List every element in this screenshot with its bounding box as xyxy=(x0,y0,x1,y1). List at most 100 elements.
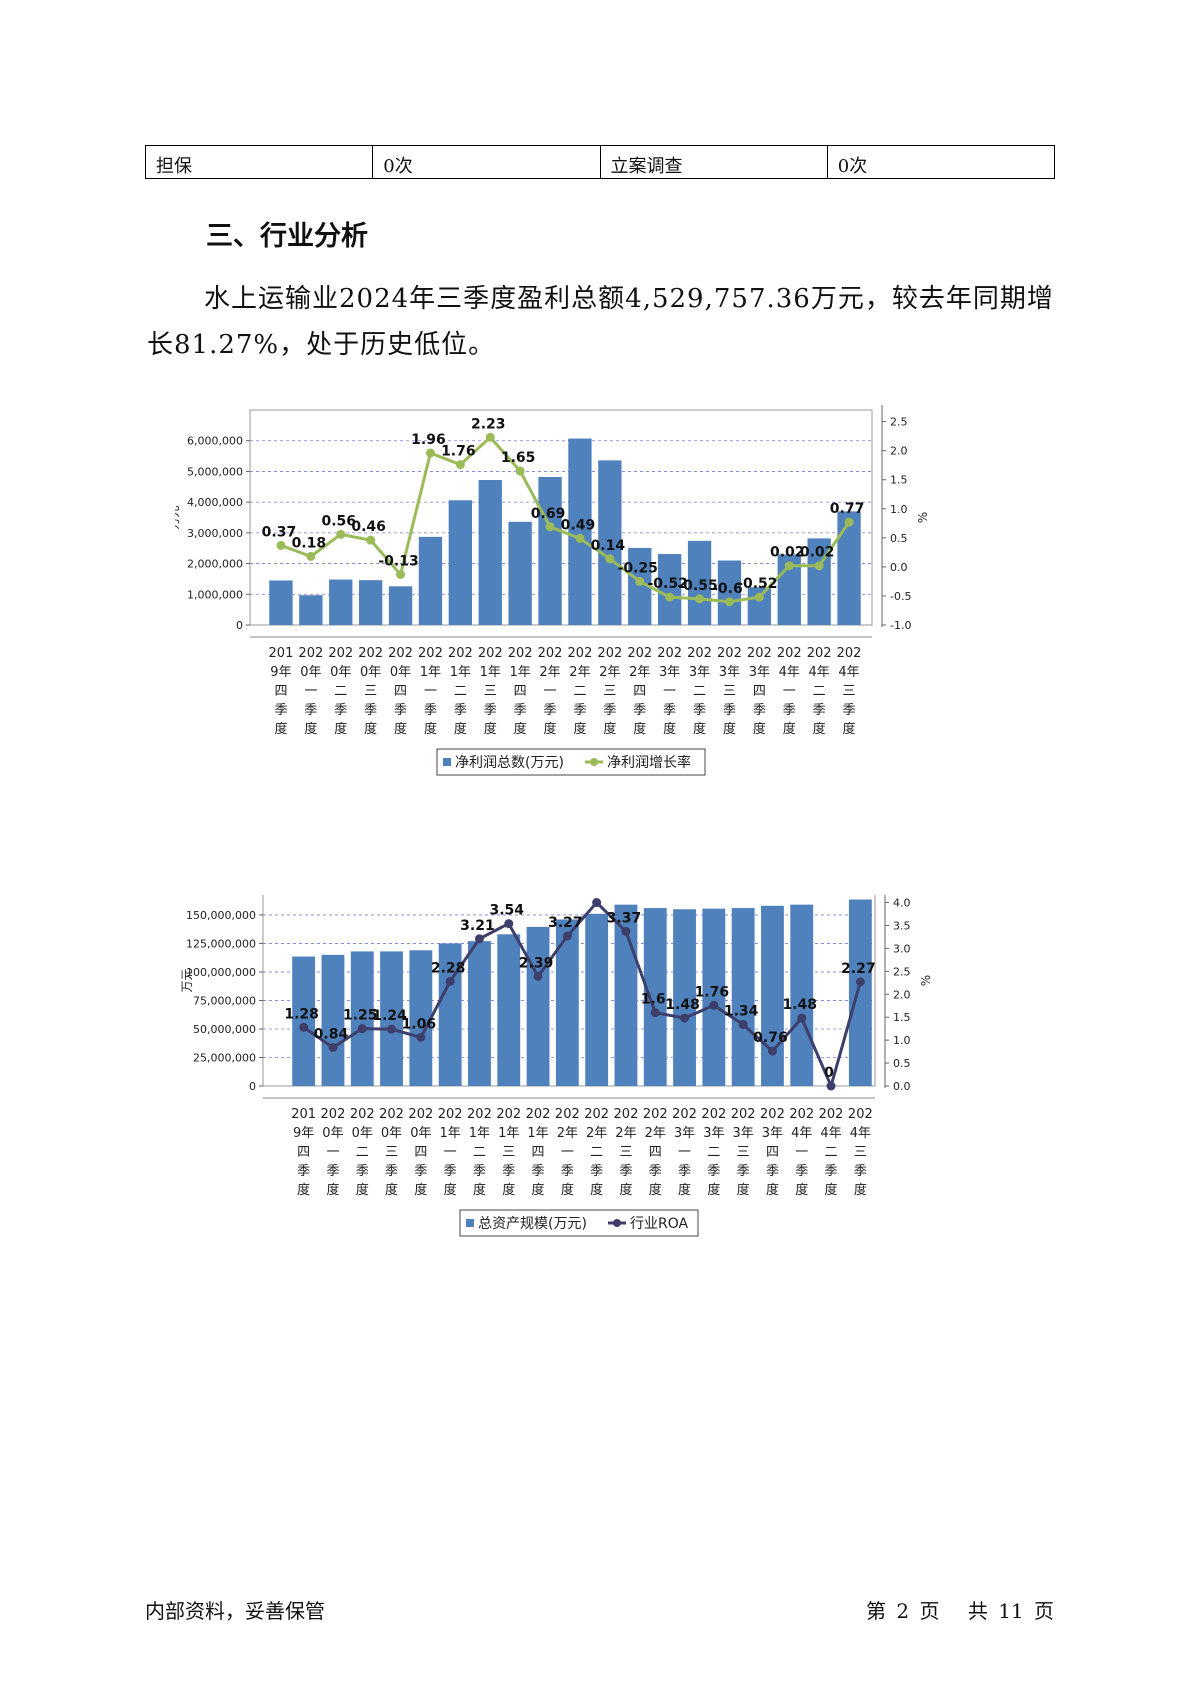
y2-tick-label: 3.0 xyxy=(893,942,911,955)
bar xyxy=(790,904,814,1086)
x-tick-label-line: 3年 xyxy=(749,665,770,680)
bar xyxy=(292,956,316,1086)
y2-tick-label: -0.5 xyxy=(890,590,911,603)
x-tick-label-line: 度 xyxy=(297,1182,310,1198)
y-tick-label: 25,000,000 xyxy=(193,1051,256,1064)
x-tick-label-line: 度 xyxy=(619,1182,632,1198)
x-tick-label: 202 0年二季度 xyxy=(350,1107,375,1198)
x-tick-label-line: 四 xyxy=(633,684,646,699)
x-tick-label-line: 季 xyxy=(326,1164,339,1179)
x-tick-label-line: 1年 xyxy=(480,665,501,680)
x-tick-label: 202 1年四季度 xyxy=(526,1107,551,1198)
legend-line-label: 行业ROA xyxy=(630,1216,689,1232)
x-tick-label-line: 一 xyxy=(444,1145,457,1160)
x-tick-label-line: 度 xyxy=(274,721,287,737)
line-point xyxy=(665,592,675,602)
bar xyxy=(568,438,592,625)
y2-tick-label: 1.5 xyxy=(893,1011,911,1024)
line-point xyxy=(366,535,376,545)
x-tick-label: 202 2年一季度 xyxy=(538,646,563,737)
x-tick-label-line: 1年 xyxy=(510,665,531,680)
data-label: -0.13 xyxy=(378,553,418,569)
data-label: 1.65 xyxy=(501,450,536,466)
x-tick-label-line: 季 xyxy=(678,1164,691,1179)
y-axis-title: 万元 xyxy=(180,968,194,992)
x-tick-label-line: 202 xyxy=(819,1107,844,1122)
x-tick-label-line: 202 xyxy=(672,1107,697,1122)
x-tick-label-line: 202 xyxy=(643,1107,668,1122)
x-tick-label-line: 度 xyxy=(854,1182,867,1198)
x-tick-label: 202 1年二季度 xyxy=(448,646,473,737)
chart-legend: 总资产规模(万元) 行业ROA xyxy=(459,1209,699,1237)
bar xyxy=(848,899,872,1086)
x-tick-label-line: 度 xyxy=(633,721,646,737)
x-tick-label: 202 0年一季度 xyxy=(298,646,323,737)
bar xyxy=(555,919,579,1086)
bar xyxy=(731,908,755,1086)
data-label: 0.18 xyxy=(292,535,327,551)
x-tick-label: 202 3年三季度 xyxy=(731,1107,756,1198)
x-tick-label: 202 0年四季度 xyxy=(388,646,413,737)
data-label: 0.14 xyxy=(591,538,626,554)
x-tick-label-line: 度 xyxy=(394,721,407,737)
line-point xyxy=(650,1008,660,1018)
x-tick-label-line: 202 xyxy=(418,646,443,661)
x-tick-label-line: 202 xyxy=(777,646,802,661)
x-tick-label-line: 四 xyxy=(766,1145,779,1160)
x-tick-label-line: 季 xyxy=(590,1164,603,1179)
x-tick-label-line: 三 xyxy=(723,684,736,699)
x-tick-label-line: 季 xyxy=(603,703,616,718)
line-point xyxy=(455,460,465,470)
y2-tick-label: 1.5 xyxy=(890,474,908,487)
y2-tick-label: 0.5 xyxy=(893,1057,911,1070)
line-point xyxy=(336,529,346,539)
x-tick-label-line: 季 xyxy=(424,703,437,718)
bar xyxy=(538,476,562,625)
data-label: 1.06 xyxy=(402,1016,437,1032)
line-point xyxy=(592,898,602,908)
x-tick-label-line: 202 xyxy=(789,1107,814,1122)
x-tick-label: 202 3年一季度 xyxy=(657,646,682,737)
y2-axis-title: % xyxy=(916,512,930,523)
data-label: 2.39 xyxy=(519,955,554,971)
total-assets-chart: 总资产变化图025,000,00050,000,00075,000,000100… xyxy=(175,895,1055,1350)
x-tick-label-line: 202 xyxy=(627,646,652,661)
x-tick-label-line: 4年 xyxy=(779,665,800,680)
x-tick-label-line: 三 xyxy=(737,1145,750,1160)
x-tick-label-line: 三 xyxy=(854,1145,867,1160)
x-tick-label-line: 3年 xyxy=(659,665,680,680)
data-label: 1.28 xyxy=(284,1006,319,1022)
x-tick-label-line: 度 xyxy=(795,1182,808,1198)
x-tick-label-line: 一 xyxy=(304,684,317,699)
bar xyxy=(837,511,861,625)
y2-tick-label: 2.5 xyxy=(893,965,911,978)
x-tick-label-line: 202 xyxy=(298,646,323,661)
x-tick-label-line: 2年 xyxy=(599,665,620,680)
y-tick-label: 0 xyxy=(236,619,243,632)
bar xyxy=(409,950,433,1086)
data-label: 1.48 xyxy=(782,997,817,1013)
x-tick-label-line: 度 xyxy=(561,1182,574,1198)
line-point xyxy=(533,971,543,981)
y-tick-label: 2,000,000 xyxy=(187,558,243,571)
x-tick-label-line: 202 xyxy=(526,1107,551,1122)
data-label: 1.76 xyxy=(441,444,476,460)
x-tick-label-line: 0年 xyxy=(330,665,351,680)
x-tick-label-line: 201 xyxy=(269,646,294,661)
footer-confidential-note: 内部资料，妥善保管 xyxy=(145,1599,325,1623)
x-tick-label: 202 3年三季度 xyxy=(717,646,742,737)
data-label: -0.52 xyxy=(737,576,777,592)
line-point xyxy=(635,576,645,586)
line-point xyxy=(425,448,435,458)
data-label: 1.25 xyxy=(343,1008,378,1024)
x-tick-label: 202 1年一季度 xyxy=(438,1107,463,1198)
bar xyxy=(438,943,462,1086)
bar xyxy=(358,580,383,625)
x-tick-label-line: 季 xyxy=(573,703,586,718)
x-tick-label-line: 一 xyxy=(663,684,676,699)
legend-bar-swatch xyxy=(466,1219,474,1227)
x-tick-label: 202 3年一季度 xyxy=(672,1107,697,1198)
x-tick-label-line: 1年 xyxy=(469,1126,490,1141)
x-tick-label-line: 季 xyxy=(304,703,317,718)
x-tick-label-line: 二 xyxy=(825,1145,838,1160)
